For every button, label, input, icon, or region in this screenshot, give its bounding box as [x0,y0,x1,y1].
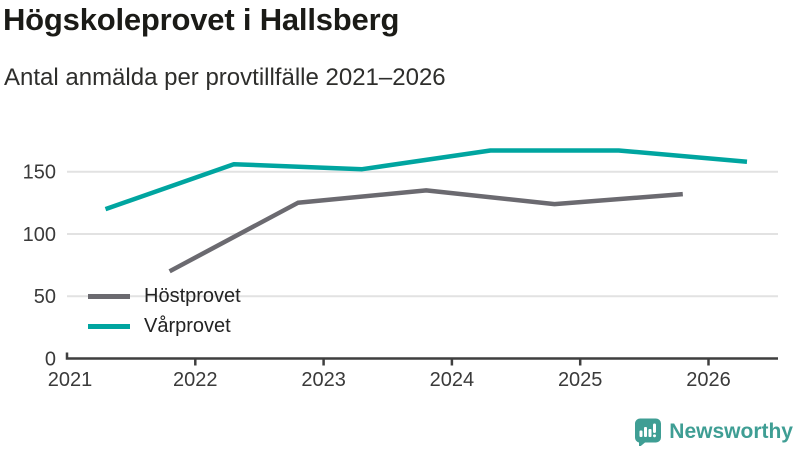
x-tick-label: 2022 [173,369,218,391]
y-tick-label: 150 [23,162,56,184]
y-tick-label: 100 [23,224,56,246]
x-tick-label: 2021 [48,369,93,391]
y-tick-label: 50 [34,286,56,308]
legend-item-varprovet: Vårprovet [88,315,241,338]
series-line-vårprovet [104,148,748,212]
page-title: Högskoleprovet i Hallsberg [3,2,400,37]
newsworthy-logo[interactable]: Newsworthy [634,418,793,446]
x-tick-label: 2023 [301,369,346,391]
newsworthy-chart-bubble-icon [635,418,662,446]
hostprovet-line-swatch-icon [88,294,130,299]
x-axis [65,352,778,360]
chart-subtitle: Antal anmälda per provtillfälle 2021–202… [4,64,446,91]
x-tick-label: 2025 [558,369,603,391]
x-tick-label: 2026 [686,369,731,391]
legend-item-hostprovet: Höstprovet [88,285,241,308]
varprovet-line-swatch-icon [88,324,130,329]
x-tick-label: 2024 [430,369,475,391]
series-line-höstprovet [168,188,683,274]
chart-legend: Höstprovet Vårprovet [88,285,241,345]
newsworthy-wordmark: Newsworthy [669,420,793,443]
legend-label-hostprovet: Höstprovet [144,285,241,307]
y-tick-label: 0 [45,349,56,371]
legend-label-varprovet: Vårprovet [144,315,231,337]
